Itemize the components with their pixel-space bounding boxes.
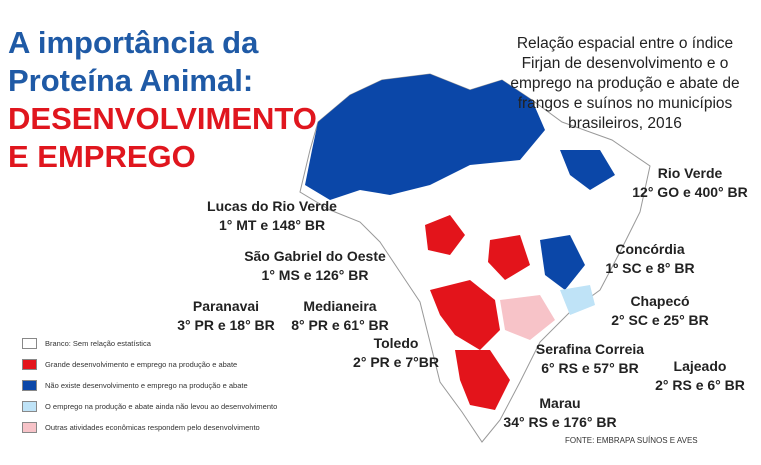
legend-label: Outras atividades econômicas respondem p… [45,423,260,432]
title-line: Proteína Animal: [8,63,254,98]
subtitle-line: emprego na produção e abate de [510,75,740,92]
city-rank: 1° MT e 148° BR [218,217,326,233]
legend-label: Não existe desenvolvimento e emprego na … [45,381,248,390]
city-name: Lucas do Rio Verde [207,198,337,214]
region-red [488,235,530,280]
city-name: Rio Verde [657,165,723,181]
subtitle-line: frangos e suínos no municípios [517,95,733,112]
city-rank: 12° GO e 400° BR [632,184,748,200]
city-rank: 1º SC e 8° BR [605,260,695,276]
city-name: Concórdia [615,241,685,257]
city-name: Serafina Correia [535,341,645,357]
city-rank: 2° PR e 7°BR [353,354,439,370]
legend-item: Outras atividades econômicas respondem p… [22,422,260,433]
city-rank: 3° PR e 18° BR [177,317,275,333]
title-line: DESENVOLVIMENTO [8,101,317,136]
city-name: Chapecó [630,293,690,309]
city-name: Paranavai [192,298,260,314]
region-blue [540,235,585,290]
region-red [425,215,465,255]
city-name: Marau [539,395,581,411]
city-rank: 6° RS e 57° BR [541,360,639,376]
legend-swatch [22,380,37,391]
legend-swatch [22,422,37,433]
city-rank: 34° RS e 176° BR [503,414,617,430]
legend-label: Branco: Sem relação estatística [45,339,151,348]
city-name: Medianeira [303,298,377,314]
region-red [455,350,510,410]
source: FONTE: EMBRAPA SUÍNOS E AVES [565,436,698,445]
legend-swatch [22,338,37,349]
legend-item: Grande desenvolvimento e emprego na prod… [22,359,237,370]
city-rank: 1° MS e 126° BR [261,267,369,283]
region-lightblue [560,285,595,315]
subtitle-line: brasileiros, 2016 [568,115,682,132]
region-blue [305,74,545,200]
legend-swatch [22,401,37,412]
legend-swatch [22,359,37,370]
city-rank: 2° RS e 6° BR [655,377,745,393]
city-name: Toledo [373,335,419,351]
title-line: A importância da [8,25,259,60]
legend-item: Branco: Sem relação estatística [22,338,151,349]
region-red [430,280,500,350]
region-blue [560,150,615,190]
city-rank: 2° SC e 25° BR [611,312,709,328]
city-rank: 8° PR e 61° BR [291,317,389,333]
region-pink [500,295,555,340]
subtitle-line: Firjan de desenvolvimento e o [521,55,729,72]
legend-item: O emprego na produção e abate ainda não … [22,401,277,412]
city-name: São Gabriel do Oeste [244,248,386,264]
legend-label: Grande desenvolvimento e emprego na prod… [45,360,238,369]
city-name: Lajeado [673,358,727,374]
legend-label: O emprego na produção e abate ainda não … [45,402,278,411]
legend-item: Não existe desenvolvimento e emprego na … [22,380,248,391]
title-line: E EMPREGO [8,139,196,174]
subtitle-line: Relação espacial entre o índice [516,35,734,52]
